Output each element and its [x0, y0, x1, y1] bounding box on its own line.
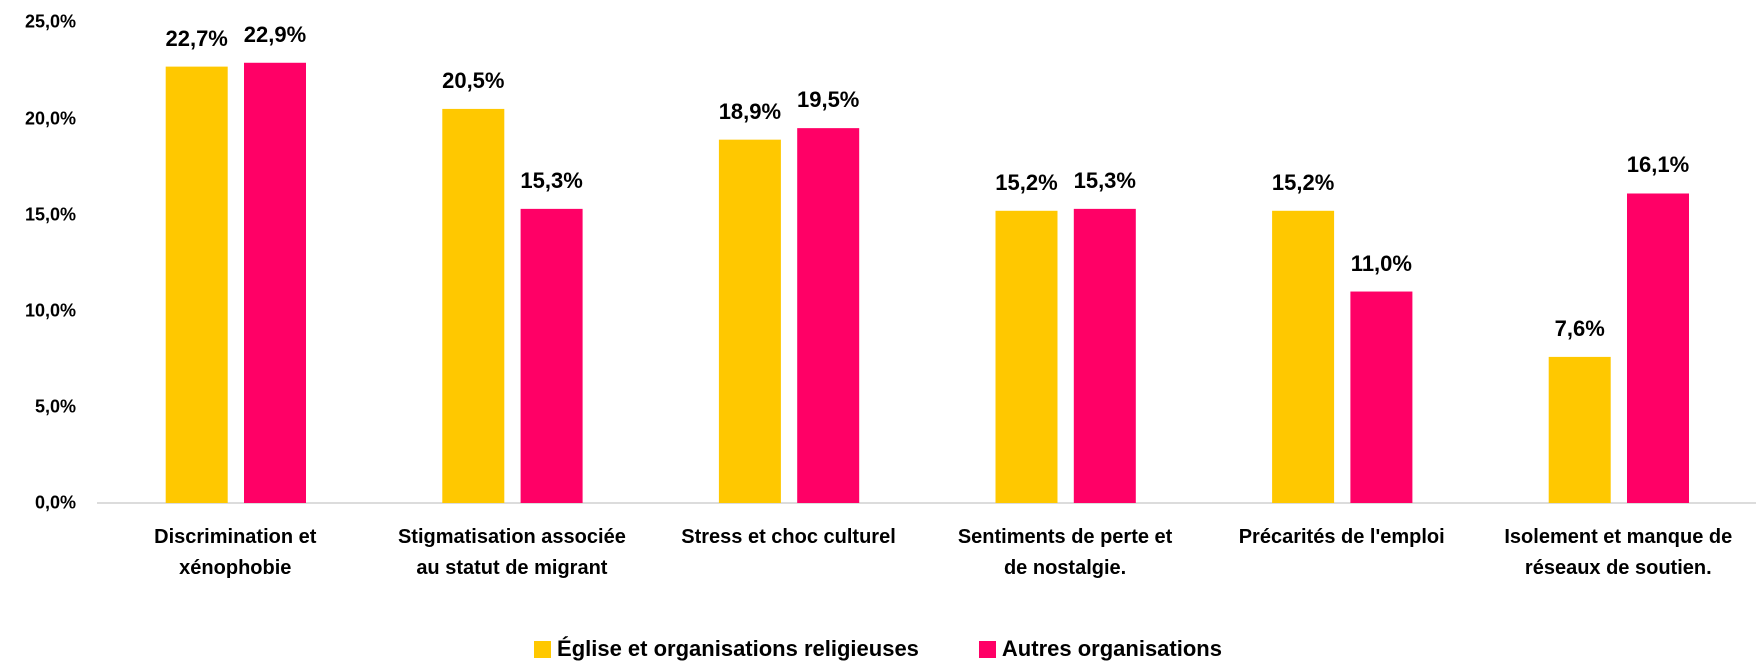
legend-label: Autres organisations [1001, 636, 1222, 661]
bar [1073, 208, 1136, 503]
bar [165, 66, 228, 503]
y-tick-label: 5,0% [34, 396, 76, 417]
legend-item: Église et organisations religieuses [534, 636, 919, 662]
data-label: 22,7% [165, 25, 228, 51]
bar [797, 128, 860, 503]
x-tick-label: Discrimination et xénophobie [154, 526, 317, 579]
data-label: 16,1% [1626, 152, 1690, 178]
bar [442, 108, 505, 504]
y-tick-label: 0,0% [34, 492, 76, 513]
data-label: 15,3% [1073, 167, 1136, 193]
y-tick-label: 25,0% [24, 11, 76, 32]
bar [718, 139, 781, 504]
y-tick-label: 15,0% [24, 204, 76, 225]
legend-swatch [978, 640, 996, 658]
legend-label: Église et organisations religieuses [557, 636, 919, 661]
data-label: 19,5% [796, 87, 860, 113]
bar [520, 208, 583, 503]
legend: Église et organisations religieuses Autre… [0, 636, 1756, 662]
data-label: 20,5% [442, 67, 505, 93]
data-label: 11,0% [1350, 250, 1412, 276]
bar [1272, 210, 1335, 503]
x-tick-label: Sentiments de perte et de nostalgie. [957, 526, 1173, 579]
x-tick-label: Isolement et manque de réseaux de soutie… [1504, 526, 1733, 579]
data-label: 15,2% [995, 169, 1058, 195]
bar [1548, 356, 1611, 503]
data-label: 15,3% [520, 167, 583, 193]
bar [1350, 291, 1413, 503]
bar [1627, 193, 1689, 504]
data-label: 7,6% [1554, 315, 1605, 341]
x-tick-label: Stigmatisation associée au statut de mig… [397, 526, 626, 579]
x-tick-label: Précarités de l'emploi [1238, 526, 1445, 548]
data-label: 15,2% [1271, 169, 1335, 195]
y-tick-label: 20,0% [24, 108, 76, 129]
data-label: 18,9% [718, 98, 782, 124]
y-tick-label: 10,0% [24, 300, 76, 321]
x-tick-label: Stress et choc culturel [681, 526, 896, 548]
data-label: 22,9% [243, 21, 307, 47]
legend-item: Autres organisations [978, 636, 1222, 662]
legend-swatch [534, 640, 552, 658]
bar [244, 62, 306, 504]
bar [995, 210, 1058, 503]
